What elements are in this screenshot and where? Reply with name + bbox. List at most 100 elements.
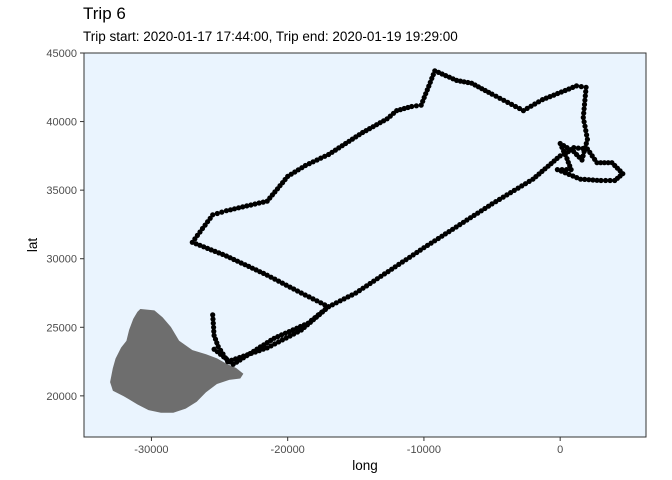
track-point-232 — [582, 176, 588, 182]
track-point-192 — [583, 89, 589, 95]
track-point-191 — [583, 84, 589, 90]
y-tick-label-5: 45000 — [46, 48, 77, 60]
track-point-256 — [575, 145, 581, 151]
track-point-278 — [500, 194, 506, 200]
track-point-93 — [248, 202, 254, 208]
track-point-226 — [558, 168, 564, 174]
y-tick-label-1: 25000 — [46, 322, 77, 334]
track-point-199 — [581, 119, 587, 125]
track-point-173 — [512, 103, 519, 110]
track-point-202 — [584, 132, 590, 138]
track-point-45 — [306, 294, 312, 300]
track-point-91 — [240, 204, 246, 210]
track-point-171 — [505, 99, 511, 105]
track-point-246 — [609, 160, 615, 166]
track-point-259 — [565, 149, 571, 155]
x-axis: -30000 -20000 -10000 0 — [134, 437, 563, 456]
y-tick-label-0: 20000 — [46, 391, 77, 403]
track-point-169 — [497, 95, 503, 101]
track-point-322 — [341, 296, 347, 302]
track-point-112 — [310, 159, 316, 165]
x-tick-label-1: -20000 — [271, 444, 305, 456]
track-point-92 — [244, 203, 250, 209]
track-point-140 — [409, 103, 415, 110]
y-tick-label-4: 40000 — [46, 117, 77, 129]
track-point-323 — [337, 298, 343, 304]
track-point-196 — [581, 106, 587, 112]
y-axis: 20000 25000 30000 35000 40000 45000 — [46, 48, 84, 403]
x-tick-label-3: 0 — [557, 444, 563, 456]
track-point-95 — [256, 200, 262, 206]
land-layer — [110, 308, 244, 413]
track-point-231 — [578, 176, 584, 182]
track-point-190 — [578, 84, 584, 90]
track-point-203 — [584, 136, 591, 142]
track-point-170 — [501, 97, 507, 103]
track-point-271 — [526, 178, 532, 184]
track-point-8 — [215, 343, 221, 350]
track-point-84 — [210, 212, 216, 218]
track-point-326 — [326, 304, 332, 310]
track-point-4 — [211, 328, 217, 334]
track-point-324 — [333, 300, 339, 306]
track-point-198 — [580, 114, 586, 121]
track-point-248 — [601, 160, 608, 166]
track-point-233 — [586, 177, 592, 183]
track-point-42 — [318, 300, 324, 306]
chart-subtitle: Trip start: 2020-01-17 17:44:00, Trip en… — [83, 29, 458, 44]
track-point-86 — [219, 209, 225, 215]
track-point-89 — [231, 206, 238, 212]
track-point-85 — [214, 210, 220, 217]
track-point-238 — [607, 177, 613, 184]
track-point-168 — [493, 93, 499, 99]
track-point-44 — [310, 296, 316, 302]
track-point-2 — [210, 320, 216, 326]
track-point-200 — [582, 123, 588, 129]
x-tick-label-2: -10000 — [407, 444, 441, 456]
track-point-254 — [584, 146, 591, 152]
track-point-197 — [581, 110, 587, 116]
track-point-230 — [574, 175, 580, 181]
track-point-96 — [260, 199, 266, 205]
y-tick-label-2: 30000 — [46, 254, 77, 266]
track-point-249 — [598, 160, 604, 166]
track-point-195 — [581, 101, 588, 108]
track-point-222 — [568, 167, 574, 173]
track-point-148 — [427, 79, 433, 85]
track-point-41 — [322, 302, 328, 308]
track-point-178 — [532, 101, 538, 107]
track-point-320 — [349, 292, 355, 298]
track-point-228 — [566, 171, 572, 177]
track-point-175 — [520, 108, 527, 114]
track-point-176 — [524, 105, 530, 111]
track-point-234 — [590, 177, 596, 183]
track-point-115 — [322, 153, 328, 159]
y-tick-label-3: 35000 — [46, 185, 77, 197]
track-point-46 — [302, 292, 308, 298]
track-point-110 — [302, 162, 308, 169]
track-point-201 — [583, 128, 589, 134]
points-layer — [189, 68, 626, 367]
track-point-193 — [582, 93, 588, 99]
track-point-194 — [582, 97, 588, 103]
track-point-235 — [594, 177, 600, 183]
track-point-90 — [236, 205, 242, 211]
track-point-225 — [554, 167, 561, 173]
track-point-88 — [227, 207, 234, 213]
track-point-274 — [515, 185, 521, 191]
track-point-3 — [211, 324, 217, 330]
track-point-179 — [536, 99, 542, 105]
x-tick-label-0: -30000 — [134, 444, 168, 456]
track-point-177 — [528, 103, 534, 109]
track-point-1 — [210, 316, 216, 322]
track-point-260 — [561, 151, 567, 157]
track-point-204 — [583, 140, 589, 147]
track-point-0 — [210, 312, 216, 318]
track-point-172 — [509, 101, 515, 107]
chart-title: Trip 6 — [83, 4, 126, 23]
track-point-167 — [489, 91, 495, 97]
track-point-236 — [598, 177, 604, 184]
track-point-141 — [413, 103, 419, 109]
y-axis-title: lat — [25, 238, 40, 253]
